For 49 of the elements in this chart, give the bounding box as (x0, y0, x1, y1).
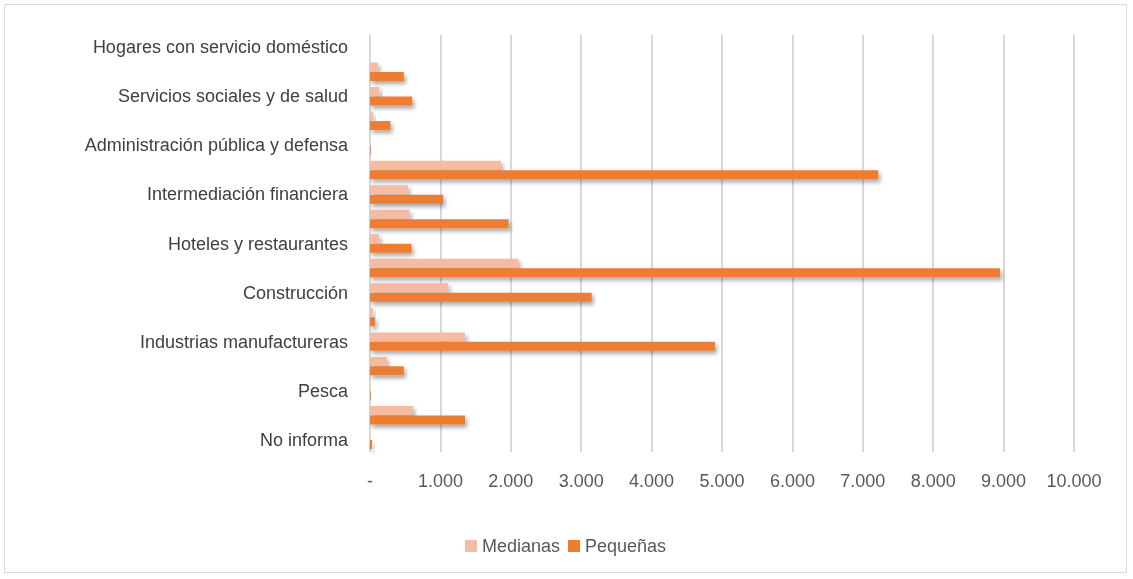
x-tick-label: 9.000 (981, 471, 1027, 491)
x-tick-label: 5.000 (699, 471, 745, 491)
bar (370, 87, 380, 97)
bar (370, 268, 1001, 278)
bar (370, 111, 373, 121)
x-tick-label: 1.000 (417, 471, 463, 491)
x-tick-label: 10.000 (1046, 471, 1102, 491)
y-tick-label: Industrias manufactureras (139, 331, 348, 352)
x-tick-label: - (367, 471, 373, 491)
y-tick-label: Administración pública y defensa (84, 135, 349, 156)
x-tick-label: 2.000 (488, 471, 534, 491)
bar (370, 307, 373, 317)
x-tick-label: 7.000 (840, 471, 886, 491)
bar (370, 317, 375, 327)
bar (370, 72, 404, 82)
bar (370, 243, 412, 253)
bar (370, 366, 404, 376)
bar (370, 292, 592, 302)
y-tick-label: Pesca (297, 380, 349, 401)
y-tick-label: Hogares con servicio doméstico (92, 37, 348, 58)
bar (370, 415, 466, 425)
bar (370, 219, 509, 229)
bar (370, 341, 715, 351)
bar (370, 332, 466, 342)
bar (370, 283, 449, 293)
bar (370, 185, 409, 195)
bar (370, 96, 413, 106)
bar (370, 356, 387, 366)
y-tick-label: Intermediación financiera (146, 184, 349, 205)
y-tick-label: Hoteles y restaurantes (167, 233, 348, 254)
y-tick-label: Construcción (242, 282, 348, 303)
y-tick-label: No informa (259, 429, 349, 450)
x-tick-label: 3.000 (558, 471, 604, 491)
y-tick-label: Servicios sociales y de salud (117, 86, 348, 107)
legend-label: Pequeñas (584, 536, 667, 556)
bar (370, 121, 391, 131)
bar (370, 62, 378, 72)
x-tick-label: 8.000 (910, 471, 956, 491)
bar (370, 170, 879, 180)
bar (370, 439, 373, 449)
x-tick-label: 6.000 (769, 471, 815, 491)
bar (370, 209, 410, 219)
bar (370, 194, 444, 204)
bar (370, 234, 380, 244)
bar (370, 160, 501, 170)
x-tick-label: 4.000 (629, 471, 675, 491)
bar (370, 258, 519, 268)
bar (370, 405, 413, 415)
legend-label: Medianas (481, 536, 560, 556)
